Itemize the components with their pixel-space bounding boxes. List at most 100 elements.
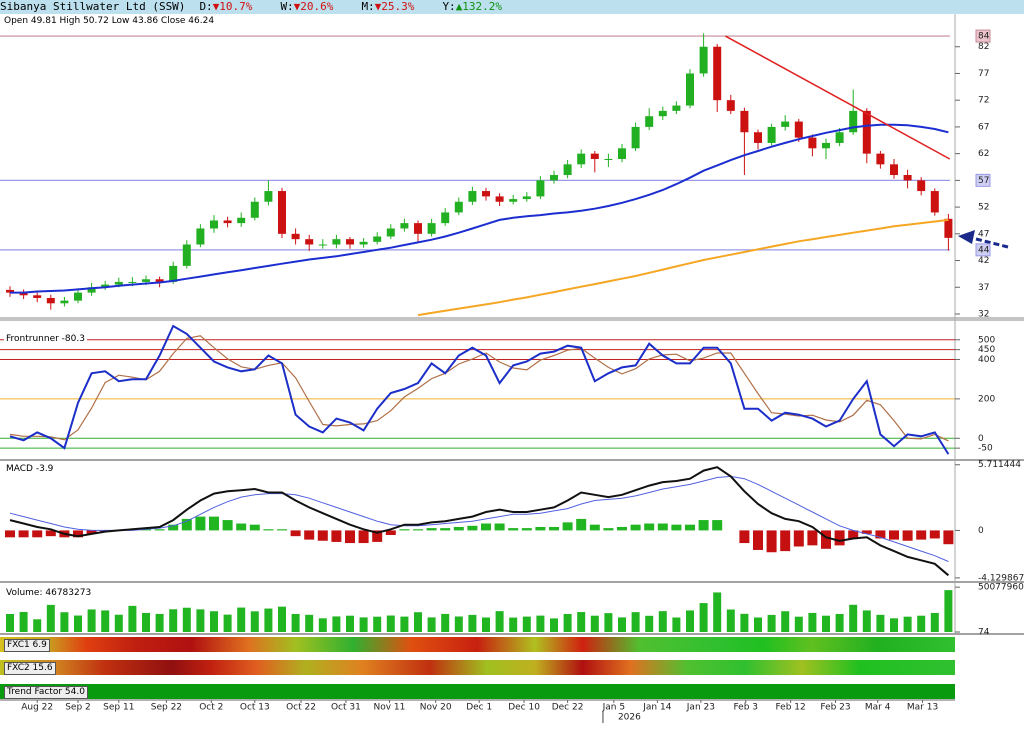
candle-body — [550, 175, 558, 181]
histogram-bar — [630, 524, 641, 531]
arrow-head — [958, 230, 975, 244]
candle-body — [890, 164, 898, 176]
y-tick-label: 52 — [978, 203, 989, 213]
fxc2-heatmap — [0, 660, 955, 675]
volume-bar — [454, 616, 463, 632]
panel-label: Frontrunner -80.3 — [4, 334, 87, 344]
volume-bar — [618, 617, 626, 632]
histogram-bar — [345, 530, 355, 544]
histogram-bar — [657, 523, 668, 531]
volume-bar — [713, 592, 722, 632]
fxc1-heatmap — [0, 637, 955, 652]
volume-bar — [903, 616, 912, 632]
series-line — [9, 466, 950, 577]
volume-bar — [495, 611, 504, 632]
candle-body — [414, 223, 422, 234]
indicator-label: FXC2 15.6 — [4, 662, 56, 675]
stock-title: Sibanya Stillwater Ltd (SSW) — [0, 0, 186, 13]
change-item: D:▼10.7% — [199, 0, 266, 13]
candle-body — [142, 279, 150, 282]
volume-bar — [155, 613, 164, 632]
change-period: W: — [280, 0, 294, 13]
volume-bar — [604, 613, 613, 632]
x-tick-label: Jan 14 — [642, 703, 671, 713]
histogram-bar — [508, 528, 519, 531]
histogram-bar — [848, 530, 859, 539]
y-tick-label: -50 — [978, 444, 993, 454]
candle-body — [604, 158, 613, 160]
x-tick-label: Feb 3 — [733, 703, 758, 713]
histogram-bar — [209, 516, 219, 531]
candle-body — [291, 233, 300, 240]
candle-body — [74, 292, 82, 301]
histogram-bar — [861, 530, 872, 534]
candle-body — [672, 105, 681, 111]
histogram-bar — [413, 529, 423, 531]
histogram-bar — [780, 530, 791, 552]
volume-bar — [114, 614, 123, 632]
panel-label: Volume: 46783273 — [4, 588, 94, 598]
x-tick-label: Feb 23 — [820, 703, 850, 713]
candle-body — [278, 191, 286, 234]
volume-bar — [767, 614, 776, 632]
y-tick-label: 77 — [978, 69, 989, 79]
histogram-bar — [181, 518, 192, 531]
x-tick-label: Mar 4 — [865, 703, 891, 713]
volume-bar — [291, 614, 300, 632]
histogram-bar — [45, 530, 56, 537]
candle-body — [482, 191, 490, 197]
volume-bar — [849, 604, 858, 632]
change-item: Y:▲132.2% — [442, 0, 516, 13]
volume-bar — [414, 612, 422, 632]
histogram-bar — [671, 524, 682, 531]
histogram-bar — [753, 530, 763, 550]
indicator-label: Trend Factor 54.0 — [4, 686, 88, 699]
y-tick-label: -4.129867 — [978, 573, 1024, 583]
histogram-bar — [793, 530, 804, 547]
candle-body — [250, 201, 259, 218]
histogram-bar — [576, 518, 587, 531]
histogram-bar — [426, 528, 437, 531]
histogram-bar — [154, 529, 165, 531]
candle-body — [101, 284, 110, 288]
x-tick-label: Oct 22 — [286, 703, 316, 713]
histogram-bar — [549, 526, 559, 531]
volume-bar — [6, 614, 14, 632]
x-tick-label: Oct 31 — [331, 703, 361, 713]
x-tick-label: Dec 22 — [552, 703, 584, 713]
candle-body — [835, 132, 844, 143]
volume-bar — [386, 615, 395, 632]
volume-bar — [781, 611, 790, 632]
histogram-bar — [916, 530, 927, 540]
histogram-bar — [834, 530, 845, 546]
candle-body — [386, 228, 395, 237]
volume-bar — [210, 611, 218, 632]
histogram-bar — [521, 528, 532, 531]
volume-bar — [400, 616, 409, 632]
change-list: D:▼10.7% W:▼20.6% M:▼25.3% Y:▲132.2% — [199, 0, 530, 13]
histogram-bar — [481, 523, 491, 531]
candle-body — [822, 142, 830, 149]
histogram-bar — [943, 530, 954, 545]
x-tick-label: Sep 11 — [103, 703, 134, 713]
histogram-bar — [168, 524, 179, 531]
candle-body — [427, 223, 436, 234]
candle-body — [468, 191, 477, 202]
volume-bar — [318, 618, 327, 632]
histogram-bar — [277, 529, 287, 531]
histogram-bar — [821, 530, 831, 549]
y-tick-label: 500 — [978, 335, 995, 345]
volume-bar — [182, 607, 191, 632]
histogram-bar — [399, 529, 410, 531]
candle-body — [264, 191, 273, 202]
x-tick-label: Sep 2 — [65, 703, 91, 713]
candle-body — [223, 220, 232, 224]
volume-bar — [128, 605, 137, 632]
x-tick-label: Dec 10 — [508, 703, 540, 713]
volume-bar — [522, 616, 531, 632]
volume-bar — [563, 614, 572, 632]
y-tick-label: 200 — [978, 394, 995, 404]
histogram-bar — [739, 530, 750, 544]
candle-body — [210, 220, 218, 229]
x-tick-label: Sep 22 — [151, 703, 182, 713]
